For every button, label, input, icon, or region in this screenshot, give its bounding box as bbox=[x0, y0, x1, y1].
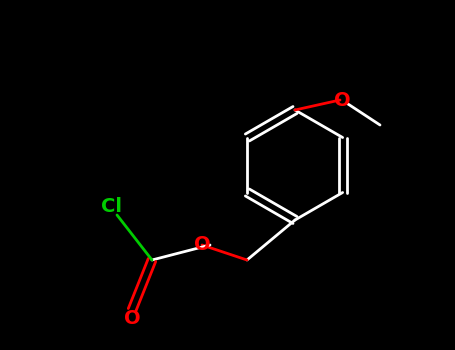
Text: O: O bbox=[194, 236, 210, 254]
Text: O: O bbox=[334, 91, 350, 110]
Text: Cl: Cl bbox=[101, 197, 122, 217]
Text: O: O bbox=[124, 308, 140, 328]
